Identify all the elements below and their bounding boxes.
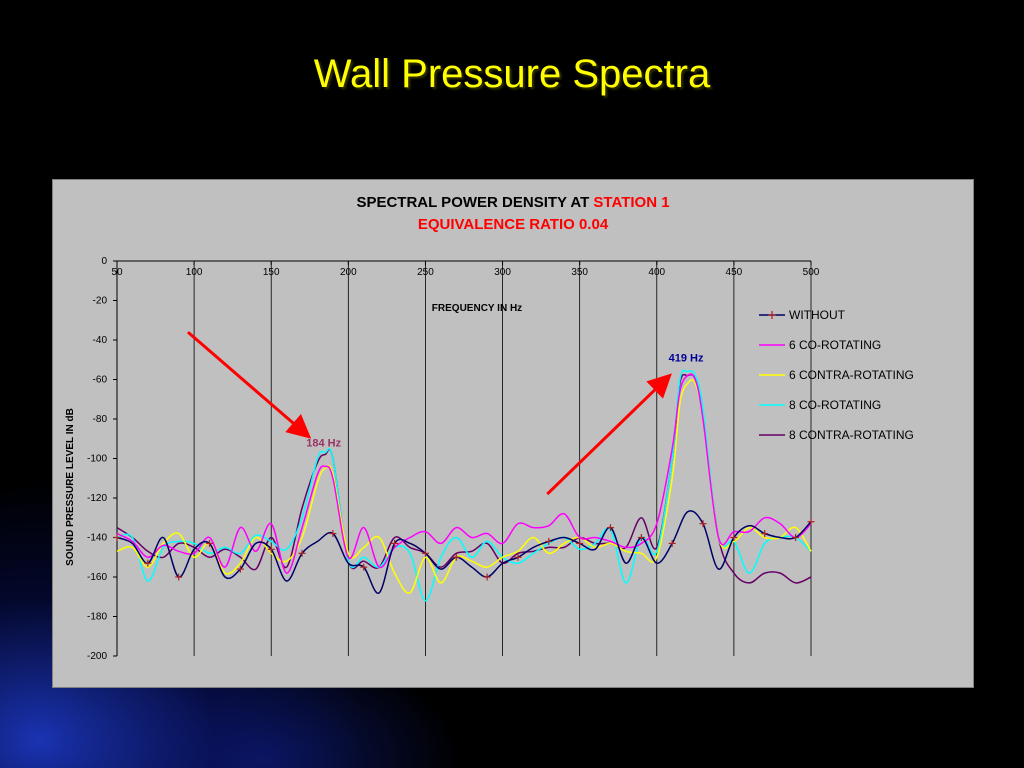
series-point <box>792 534 800 541</box>
slide-title: Wall Pressure Spectra <box>313 52 711 96</box>
series-point <box>514 553 522 561</box>
series-point <box>576 539 584 547</box>
y-tick-label: -100 <box>87 454 107 465</box>
chart-subtitle: EQUIVALENCE RATIO 0.04 <box>417 216 609 233</box>
series-point <box>144 559 152 567</box>
x-tick-label: 400 <box>648 267 665 278</box>
chart-title-station: STATION 1 <box>593 194 670 211</box>
peak-annotation: 419 Hz <box>669 353 704 365</box>
series-point <box>236 565 244 573</box>
x-tick-label: 450 <box>726 267 743 278</box>
legend-item: 6 CO-ROTATING <box>759 338 881 352</box>
series-8-contra-rotating <box>116 373 812 584</box>
chart-plot: 50 100 150 200 250 300 350 400 450 500 0 -20 -40 -60 -… <box>65 256 914 662</box>
legend-label: 6 CO-ROTATING <box>789 338 881 352</box>
series-point <box>175 573 183 581</box>
series-line-6-contra-rotating <box>116 379 812 594</box>
series-point <box>421 549 429 557</box>
y-tick-label: -40 <box>93 335 108 346</box>
y-tick-label: -60 <box>93 375 108 386</box>
series-point <box>452 553 460 561</box>
series-point <box>391 539 399 547</box>
series-point <box>637 534 645 541</box>
series-point <box>206 539 214 547</box>
y-tick-label: -160 <box>87 572 107 583</box>
series-point <box>360 563 368 571</box>
x-tick-label: 300 <box>494 267 511 278</box>
series-without <box>113 510 815 594</box>
series-line-6-co-rotating <box>116 373 812 574</box>
series-8-co-rotating <box>116 369 812 602</box>
x-tick-label: 150 <box>263 267 280 278</box>
series-point <box>545 537 553 545</box>
series-point <box>329 530 337 538</box>
y-tick-label: 0 <box>101 256 107 267</box>
legend-label: WITHOUT <box>789 308 846 322</box>
x-tick-label: 250 <box>417 267 434 278</box>
x-tick-label: 50 <box>111 267 123 278</box>
series-point <box>483 573 491 581</box>
series-point <box>699 520 707 528</box>
legend-label: 8 CO-ROTATING <box>789 398 881 412</box>
legend-label: 6 CONTRA-ROTATING <box>789 368 914 382</box>
series-point <box>761 530 769 538</box>
legend-item: WITHOUT <box>759 308 846 322</box>
series-point <box>113 534 121 541</box>
x-tick-label: 100 <box>186 267 203 278</box>
series-line-8-contra-rotating <box>116 373 812 584</box>
y-tick-label: -200 <box>87 651 107 662</box>
x-tick-label: 200 <box>340 267 357 278</box>
chart-title: SPECTRAL POWER DENSITY AT STATION 1 <box>53 194 973 211</box>
series-line-without <box>116 510 812 594</box>
series-point <box>298 549 306 557</box>
legend-item: 8 CO-ROTATING <box>759 398 881 412</box>
y-tick-label: -20 <box>93 296 108 307</box>
chart-panel: SPECTRAL POWER DENSITY AT STATION 1 EQUI… <box>52 179 974 688</box>
series-6-co-rotating <box>116 373 812 574</box>
y-tick-label: -80 <box>93 414 108 425</box>
legend-label: 8 CONTRA-ROTATING <box>789 428 914 442</box>
series-point <box>807 518 815 526</box>
series-point <box>267 545 275 553</box>
annotation-arrow <box>186 330 312 439</box>
series-point <box>668 539 676 547</box>
x-tick-label: 350 <box>571 267 588 278</box>
series-point <box>730 534 738 541</box>
y-tick-label: -140 <box>87 533 107 544</box>
peak-annotation: 184 Hz <box>306 438 341 450</box>
series-6-contra-rotating <box>116 379 812 594</box>
y-axis-label: SOUND PRESSURE LEVEL IN dB <box>65 408 76 566</box>
series-point <box>607 524 615 532</box>
legend-item: 8 CONTRA-ROTATING <box>759 428 914 442</box>
x-tick-label: 500 <box>803 267 820 278</box>
y-tick-label: -120 <box>87 493 107 504</box>
y-tick-label: -180 <box>87 612 107 623</box>
annotation-arrow <box>546 373 672 496</box>
chart-title-prefix: SPECTRAL POWER DENSITY AT <box>356 194 594 211</box>
legend-item: 6 CONTRA-ROTATING <box>759 368 914 382</box>
series-line-8-co-rotating <box>116 369 812 602</box>
x-axis-label: FREQUENCY IN Hz <box>432 303 522 314</box>
